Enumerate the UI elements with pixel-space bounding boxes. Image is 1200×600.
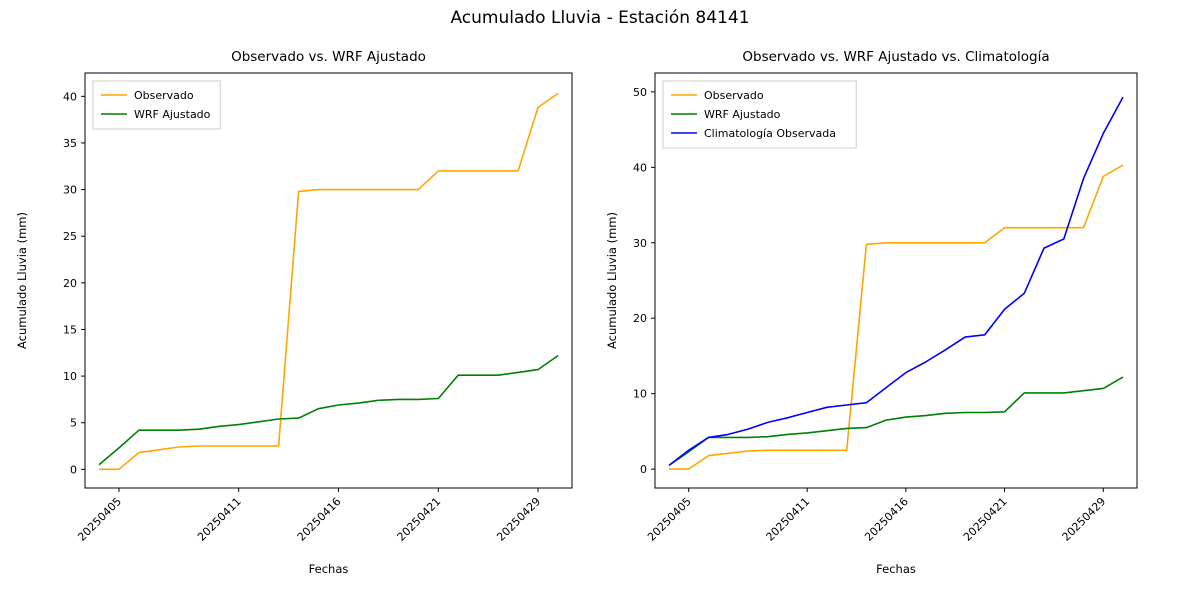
y-tick-label: 10 [63, 370, 77, 383]
x-tick-label: 20250411 [764, 495, 813, 544]
y-axis-label: Acumulado Lluvia (mm) [15, 212, 29, 349]
x-tick-label: 20250421 [395, 495, 444, 544]
figure-title: Acumulado Lluvia - Estación 84141 [450, 8, 750, 28]
y-tick-label: 10 [633, 388, 647, 401]
x-tick-label: 20250416 [862, 495, 911, 544]
legend-label: Observado [704, 89, 764, 102]
left-chart-canvas: 0 5 10 15 20 25 30 35 40 20250405 20250411 20250416… [15, 49, 573, 576]
y-axis-label: Acumulado Lluvia (mm) [605, 212, 619, 349]
x-tick-label: 20250416 [295, 495, 344, 544]
subplot-right: 0 10 20 30 40 50 20250405 20250411 20250416 20250… [600, 38, 1200, 598]
plot-border [84, 72, 573, 489]
series-line-wrf-ajustado [668, 376, 1124, 467]
x-tick-label: 20250429 [1060, 495, 1109, 544]
subplot-title: Observado vs. WRF Ajustado vs. Climatolo… [742, 49, 1049, 65]
legend-label: Climatología Observada [704, 127, 836, 140]
y-tick-label: 20 [63, 277, 77, 290]
y-tick-label: 30 [63, 184, 77, 197]
series-line-wrf-ajustado [98, 354, 559, 466]
x-tick-label: 20250411 [195, 495, 244, 544]
x-tick-label: 20250429 [494, 495, 543, 544]
subplots-row: 0 5 10 15 20 25 30 35 40 20250405 20250411 20250416… [0, 38, 1200, 598]
y-tick-label: 50 [633, 86, 647, 99]
x-tick-label: 20250421 [961, 495, 1010, 544]
subplot-left: 0 5 10 15 20 25 30 35 40 20250405 20250411 20250416… [0, 38, 600, 598]
right-chart-canvas: 0 10 20 30 40 50 20250405 20250411 20250416 20250… [605, 49, 1138, 576]
legend-box [92, 80, 221, 130]
y-tick-label: 15 [63, 323, 77, 336]
y-tick-label: 40 [633, 161, 647, 174]
legend-label: Observado [134, 89, 194, 102]
x-tick-label: 20250405 [75, 495, 124, 544]
x-axis-label: Fechas [876, 562, 916, 576]
legend-label: WRF Ajustado [134, 108, 211, 121]
y-tick-label: 0 [640, 463, 647, 476]
y-tick-label: 25 [63, 230, 77, 243]
subplot-title: Observado vs. WRF Ajustado [231, 49, 426, 65]
x-axis-label: Fechas [309, 562, 349, 576]
y-tick-label: 30 [633, 237, 647, 250]
series-line-observado [669, 164, 1124, 470]
y-tick-label: 40 [63, 90, 77, 103]
series-line-observado [99, 92, 559, 471]
x-tick-label: 20250405 [645, 495, 694, 544]
plot-border [654, 72, 1138, 489]
y-tick-label: 5 [70, 417, 77, 430]
legend-box [662, 80, 857, 149]
legend-label: WRF Ajustado [704, 108, 781, 121]
y-tick-label: 0 [70, 463, 77, 476]
y-tick-label: 20 [633, 312, 647, 325]
series-line-climatolog-a-observada [668, 96, 1124, 467]
y-tick-label: 35 [63, 137, 77, 150]
